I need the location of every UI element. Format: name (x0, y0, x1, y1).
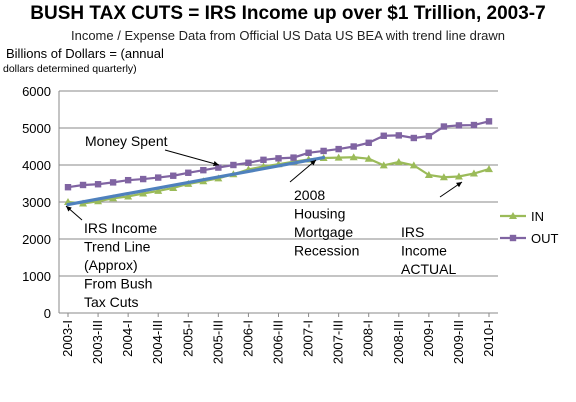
data-point-out (350, 143, 357, 150)
data-point-out (109, 179, 117, 186)
legend-marker-out (509, 234, 517, 242)
irs-trend-label: (Approx) (84, 257, 138, 273)
y-tick-label: 3000 (22, 195, 51, 210)
irs-trend-label: IRS Income (84, 220, 157, 236)
data-point-in (439, 173, 448, 181)
y-axis-label: Billions of Dollars = (annual (6, 46, 164, 61)
data-point-in (169, 183, 178, 191)
data-point-in (454, 172, 463, 180)
x-tick-label: 2006-III (271, 320, 286, 364)
chart-title: BUSH TAX CUTS = IRS Income up over $1 Tr… (30, 3, 546, 24)
chart-subtitle: Income / Expense Data from Official US D… (70, 28, 505, 43)
data-point-out (470, 121, 478, 129)
data-point-out (124, 176, 132, 184)
data-point-out (185, 169, 192, 176)
legend-label-in: IN (531, 209, 544, 224)
data-point-in (379, 161, 388, 169)
y-tick-label: 1000 (22, 269, 51, 284)
data-point-out (215, 164, 222, 171)
data-point-out (64, 184, 72, 191)
data-point-out (139, 175, 147, 183)
x-tick-label: 2003-III (90, 320, 105, 364)
recession-label: Mortgage (294, 224, 353, 240)
data-point-in (349, 153, 358, 161)
data-point-in (94, 197, 103, 205)
data-point-in (469, 169, 478, 177)
data-point-out (425, 132, 433, 140)
data-point-in (364, 154, 373, 162)
x-tick-label: 2005-III (210, 320, 225, 364)
data-point-in (139, 189, 148, 197)
data-point-in (485, 165, 493, 173)
legend-marker-in (509, 212, 517, 219)
recession-label: Recession (294, 243, 359, 259)
data-point-out (260, 156, 267, 164)
y-axis-label-note: dollars determined quarterly) (3, 63, 137, 75)
data-point-out (245, 159, 252, 166)
data-point-out (335, 145, 342, 153)
x-tick-label: 2003-I (60, 320, 75, 357)
irs-actual-arrow-head (456, 182, 462, 188)
y-tick-label: 4000 (22, 158, 51, 173)
data-point-out (305, 149, 312, 156)
x-tick-label: 2009-III (451, 320, 466, 364)
x-tick-label: 2009-I (421, 320, 436, 357)
data-point-in (409, 161, 418, 169)
x-tick-label: 2006-I (240, 320, 255, 357)
money-spent-arrow-head (213, 161, 219, 167)
money-spent-arrow (164, 149, 220, 166)
y-tick-label: 0 (44, 306, 51, 321)
data-point-out (275, 155, 282, 162)
irs-actual-label: Income (401, 243, 447, 259)
y-tick-label: 2000 (22, 232, 51, 247)
legend-label-out: OUT (531, 231, 559, 246)
data-point-in (334, 153, 343, 161)
x-tick-label: 2008-I (361, 320, 376, 357)
data-point-out (410, 134, 418, 142)
irs-trend-label: From Bush (84, 276, 152, 292)
data-point-in (394, 158, 403, 166)
x-tick-label: 2008-III (391, 320, 406, 364)
recession-arrow (289, 159, 317, 183)
data-point-in (424, 170, 433, 178)
trend-line (66, 156, 326, 207)
trend-arrow-head (66, 206, 72, 212)
x-tick-label: 2010-I (481, 320, 496, 357)
data-point-out (380, 132, 387, 139)
irs-trend-label: Tax Cuts (84, 294, 138, 310)
data-point-out (455, 122, 463, 129)
data-point-out (79, 181, 87, 189)
data-point-out (365, 139, 372, 146)
irs-actual-label: IRS (401, 224, 424, 240)
y-tick-label: 6000 (22, 84, 51, 99)
x-tick-label: 2007-III (331, 320, 346, 364)
data-point-out (94, 181, 102, 188)
x-tick-label: 2004-I (120, 320, 135, 357)
data-point-out (230, 161, 237, 169)
money-spent-label: Money Spent (85, 133, 168, 149)
data-point-in (124, 192, 133, 200)
data-point-out (485, 118, 493, 125)
x-tick-label: 2004-III (150, 320, 165, 364)
data-point-out (170, 172, 177, 179)
data-point-out (440, 123, 448, 130)
y-tick-label: 5000 (22, 121, 51, 136)
irs-trend-label: Trend Line (84, 239, 151, 255)
data-point-out (320, 147, 327, 155)
recession-label: 2008 (294, 187, 325, 203)
x-tick-label: 2007-I (301, 320, 316, 357)
data-point-out (200, 166, 207, 174)
data-point-out (395, 132, 402, 139)
data-point-out (155, 174, 162, 181)
data-point-in (154, 186, 163, 194)
x-tick-label: 2005-I (180, 320, 195, 357)
recession-label: Housing (294, 206, 345, 222)
irs-actual-label: ACTUAL (401, 261, 456, 277)
recession-arrow-head (310, 160, 316, 166)
data-point-out (290, 154, 297, 161)
